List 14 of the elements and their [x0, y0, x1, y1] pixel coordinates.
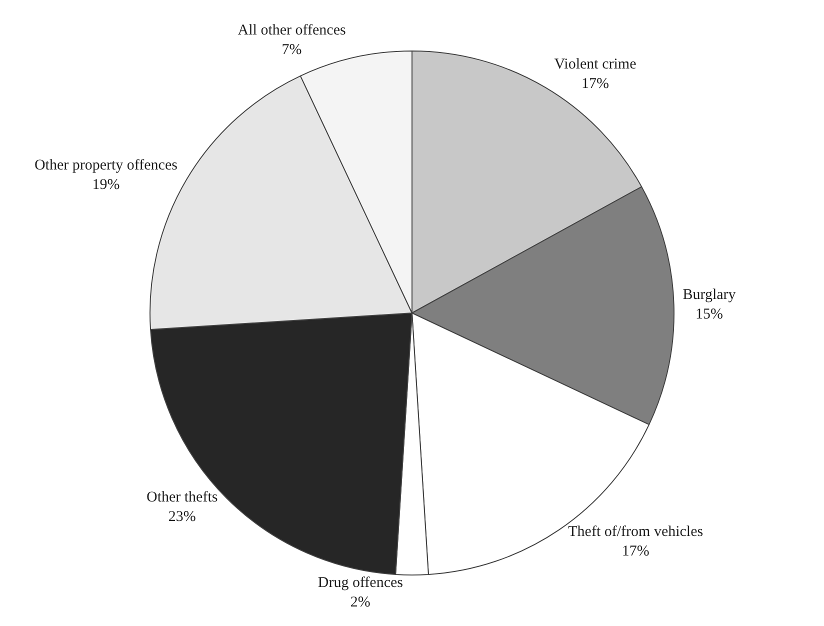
slice-label: Theft of/from vehicles — [568, 524, 704, 540]
data-label: 19% — [92, 176, 120, 193]
slice-label: Other thefts — [146, 489, 218, 506]
slice-label: Other property offences — [34, 157, 178, 174]
data-label: 17% — [622, 544, 650, 560]
slice-label: Drug offences — [318, 575, 404, 591]
slice-label: All other offences — [238, 22, 346, 39]
data-label: 17% — [581, 76, 609, 92]
data-label: 23% — [168, 508, 196, 525]
data-label: 15% — [696, 306, 724, 323]
slice-label: Violent crime — [554, 56, 637, 73]
data-label: 7% — [282, 42, 302, 58]
data-label: 2% — [350, 594, 370, 610]
slice-label: Burglary — [682, 287, 736, 304]
